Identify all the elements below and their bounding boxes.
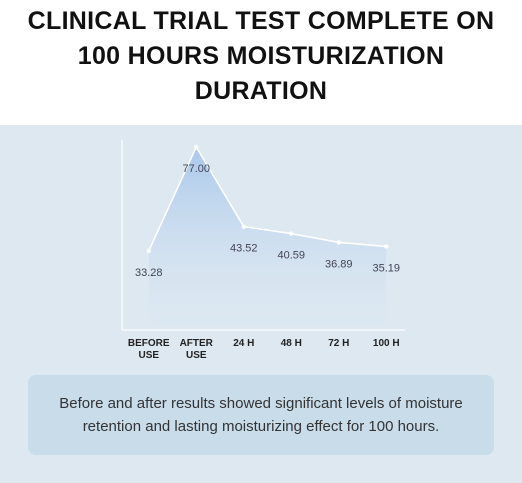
value-label: 33.28: [135, 267, 163, 279]
x-tick-label: 48 H: [280, 338, 302, 349]
x-tick-label: 24 H: [233, 338, 255, 349]
value-label: 77.00: [182, 163, 210, 175]
value-label: 35.19: [372, 262, 400, 274]
x-tick-label: BEFORE USE: [127, 338, 170, 361]
value-label: 36.89: [325, 258, 353, 270]
point: [289, 231, 294, 236]
point: [146, 248, 151, 254]
value-label: 43.52: [230, 243, 258, 255]
point: [241, 224, 246, 229]
line: [148, 145, 387, 252]
value-label: 40.59: [277, 250, 305, 262]
caption: Before and after results showed signific…: [28, 375, 494, 455]
x-tick-label: 100 H: [372, 338, 400, 349]
point: [336, 240, 341, 245]
x-tick-label: AFTER USE: [179, 338, 213, 361]
area: [148, 147, 387, 330]
x-tick-label: 72 H: [328, 338, 350, 349]
point: [194, 144, 199, 150]
point: [384, 244, 389, 249]
chart-title: CLINICAL TRIAL TEST COMPLETE ON 100 HOUR…: [27, 7, 495, 105]
